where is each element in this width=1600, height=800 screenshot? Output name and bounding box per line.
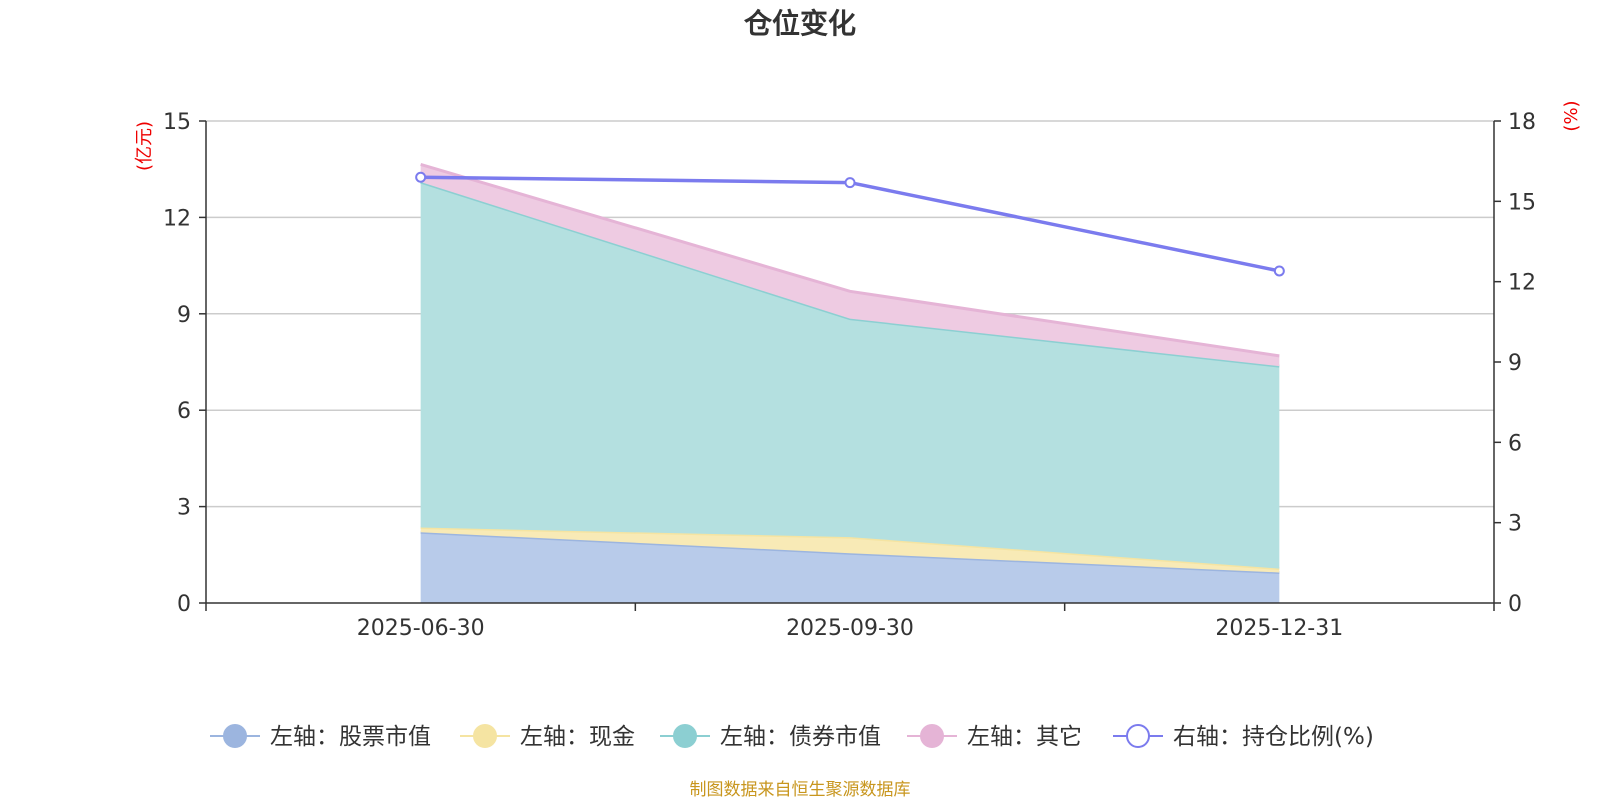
left-axis-tick-label: 0 [177, 592, 191, 617]
legend: 左轴：股票市值 左轴：现金 左轴：债券市值 左轴：其它 右轴：持仓比例(%) [210, 724, 1374, 750]
legend-marker [473, 724, 497, 748]
area-series-4 [420, 164, 1280, 367]
left-axis-tick-label: 6 [177, 399, 191, 424]
legend-label: 左轴：股票市值 [270, 724, 431, 750]
x-axis-tick-label: 2025-12-31 [1215, 616, 1343, 641]
right-axis-unit: (%) [1561, 100, 1582, 131]
right-axis-tick-label: 12 [1508, 271, 1536, 296]
axes: 0 3 6 9 12 15 0 3 6 9 12 15 18 2025-06-30 2025-09-30 20… [163, 110, 1536, 641]
right-axis-tick-label: 6 [1508, 431, 1522, 456]
x-axis-tick-label: 2025-06-30 [357, 616, 485, 641]
left-axis-unit: (亿元) [134, 121, 155, 171]
x-axis-tick-label: 2025-09-30 [786, 616, 914, 641]
ratio-point [844, 177, 856, 189]
right-axis-tick-label: 15 [1508, 190, 1536, 215]
ratio-point [415, 171, 427, 183]
left-axis-tick-label: 12 [163, 206, 191, 231]
legend-marker [1126, 724, 1150, 748]
right-axis-tick-label: 3 [1508, 512, 1522, 537]
data-source-note: 制图数据来自恒生聚源数据库 [690, 780, 911, 800]
chart-title: 仓位变化 [744, 7, 856, 40]
left-axis-tick-label: 9 [177, 303, 191, 328]
area-series-4-edge [420, 162, 1280, 358]
legend-label: 左轴：现金 [520, 724, 635, 750]
legend-marker [223, 724, 247, 748]
legend-label: 右轴：持仓比例(%) [1173, 724, 1374, 750]
ratio-point [1273, 265, 1285, 277]
right-axis-tick-label: 18 [1508, 110, 1536, 135]
ratio-line [415, 171, 1285, 277]
legend-label: 左轴：债券市值 [720, 724, 881, 750]
left-axis-tick-label: 3 [177, 496, 191, 521]
left-axis-tick-label: 15 [163, 110, 191, 135]
stacked-areas [420, 162, 1280, 603]
legend-marker [920, 724, 944, 748]
right-axis-tick-label: 9 [1508, 351, 1522, 376]
right-axis-tick-label: 0 [1508, 592, 1522, 617]
legend-label: 左轴：其它 [967, 724, 1082, 750]
legend-marker [673, 724, 697, 748]
area-series-2 [420, 527, 1280, 573]
area-series-3 [420, 182, 1280, 569]
area-series-1 [420, 532, 1280, 603]
